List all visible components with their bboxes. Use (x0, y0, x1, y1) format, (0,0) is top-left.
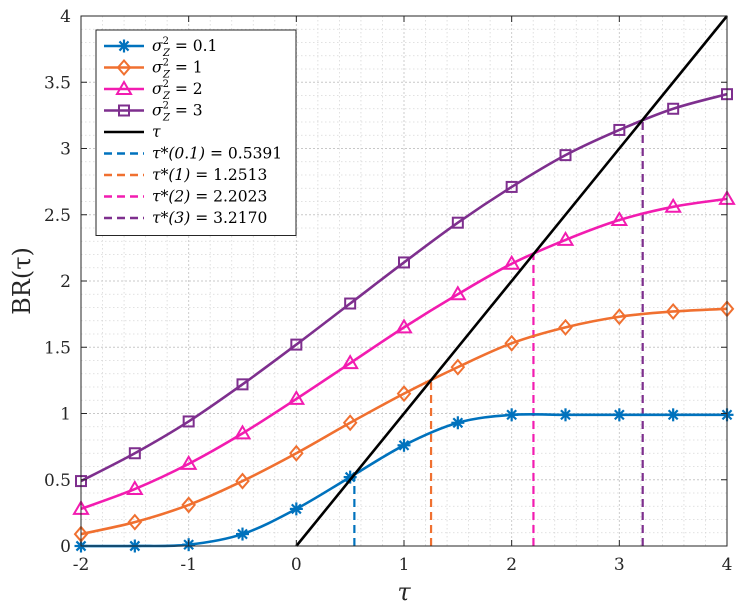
y-tick-label: 1.5 (44, 338, 71, 358)
x-tick-label: 2 (506, 555, 517, 575)
data-point-0-8 (505, 408, 519, 422)
data-point-3-9 (559, 149, 572, 162)
data-point-1-10 (612, 308, 627, 326)
data-point-1-7 (450, 358, 466, 376)
data-point-2-8 (502, 254, 521, 270)
legend-label: σ2 Z = 0.1 (152, 36, 217, 59)
legend: σ2 Z = 0.1σ2 Z = 1σ2 Z = 2σ2 Z = 3τ τ*(0.1) =… (95, 29, 297, 236)
data-point-0-10 (612, 408, 626, 422)
legend-label: τ*(3) = 3.2170 (152, 209, 267, 227)
data-point-2-6 (395, 318, 413, 334)
data-point-2-10 (610, 211, 629, 227)
legend-item: σ2 Z = 0.1 (104, 36, 217, 59)
y-tick-label: 2.5 (44, 206, 71, 226)
legend-item: τ (104, 123, 161, 141)
series-line-1 (80, 307, 728, 536)
legend-item: σ2 Z = 1 (104, 58, 203, 81)
legend-marker (115, 80, 133, 95)
data-point-3-1 (128, 447, 141, 460)
x-tick-label: 0 (291, 555, 302, 575)
data-point-1-1 (127, 513, 143, 531)
data-point-2-9 (556, 230, 575, 246)
data-point-3-7 (451, 216, 464, 229)
data-point-3-3 (236, 378, 249, 391)
x-axis-label: τ (397, 578, 411, 606)
data-point-2-2 (179, 454, 198, 470)
legend-item: τ*(2) = 2.2023 (104, 188, 267, 206)
legend-marker (118, 104, 130, 117)
legend-item: σ2 Z = 2 (104, 79, 203, 102)
data-point-2-1 (126, 480, 144, 496)
x-tick-label: -2 (73, 555, 90, 575)
data-point-3-2 (182, 415, 195, 428)
y-tick-label: 4 (60, 7, 71, 27)
legend-item: τ*(3) = 3.2170 (104, 209, 267, 227)
data-point-1-2 (181, 496, 196, 514)
data-point-1-5 (342, 414, 358, 432)
y-axis-label: BR(τ) (8, 247, 36, 315)
data-point-1-9 (558, 318, 573, 336)
data-point-3-10 (613, 123, 626, 136)
data-point-0-9 (559, 408, 572, 422)
data-point-1-4 (289, 444, 304, 462)
data-point-3-5 (344, 297, 357, 310)
legend-marker (117, 39, 131, 53)
data-point-0-7 (451, 416, 465, 430)
legend-label: σ2 Z = 1 (152, 58, 203, 81)
data-point-2-4 (287, 389, 306, 405)
data-point-1-11 (665, 302, 681, 321)
series-3 (75, 88, 733, 488)
grid (80, 15, 728, 547)
y-tick-label: 3.5 (44, 73, 71, 93)
legend-marker (116, 58, 132, 77)
data-point-3-8 (505, 180, 518, 193)
legend-label: σ2 Z = 2 (152, 79, 203, 102)
axes (80, 15, 728, 547)
legend-label: τ*(1) = 1.2513 (152, 166, 267, 184)
data-point-3-4 (290, 338, 303, 351)
data-point-3-11 (667, 102, 680, 115)
data-point-1-3 (235, 472, 250, 490)
data-point-2-3 (233, 424, 252, 440)
data-point-0-4 (289, 502, 303, 516)
legend-label: τ*(0.1) = 0.5391 (152, 145, 282, 163)
y-tick-label: 3 (60, 140, 71, 160)
series-layer (72, 15, 736, 553)
data-point-3-6 (398, 256, 410, 269)
y-tick-label: 0.5 (44, 471, 71, 491)
data-point-1-6 (396, 385, 412, 403)
x-tick-label: -1 (180, 555, 197, 575)
series-line-3 (80, 92, 728, 483)
y-tick-label: 0 (60, 537, 71, 557)
legend-item: σ2 Z = 3 (104, 101, 203, 124)
data-point-0-11 (666, 408, 680, 422)
y-tick-label: 1 (60, 405, 71, 425)
x-tick-label: 4 (722, 555, 733, 575)
x-tick-label: 3 (614, 555, 625, 575)
data-point-2-7 (449, 285, 467, 301)
x-tick-label: 1 (399, 555, 410, 575)
series-4 (295, 15, 729, 547)
tick-labels: -2 -1 0 1 2 3 4 0 0.5 1 1.5 2 2.5 3 3.5 4 (44, 7, 732, 575)
legend-label: σ2 Z = 3 (152, 101, 203, 124)
data-point-2-5 (341, 354, 359, 370)
data-point-2-11 (664, 197, 682, 213)
legend-label: τ*(2) = 2.2023 (152, 188, 267, 206)
y-tick-label: 2 (60, 272, 71, 292)
legend-item: τ*(1) = 1.2513 (104, 166, 267, 184)
series-line-4 (295, 15, 729, 547)
data-point-0-3 (236, 527, 249, 541)
data-point-1-8 (504, 334, 519, 352)
legend-item: τ*(0.1) = 0.5391 (104, 145, 282, 163)
data-point-0-6 (397, 438, 411, 452)
series-line-2 (80, 197, 728, 511)
legend-label: τ (152, 123, 161, 141)
